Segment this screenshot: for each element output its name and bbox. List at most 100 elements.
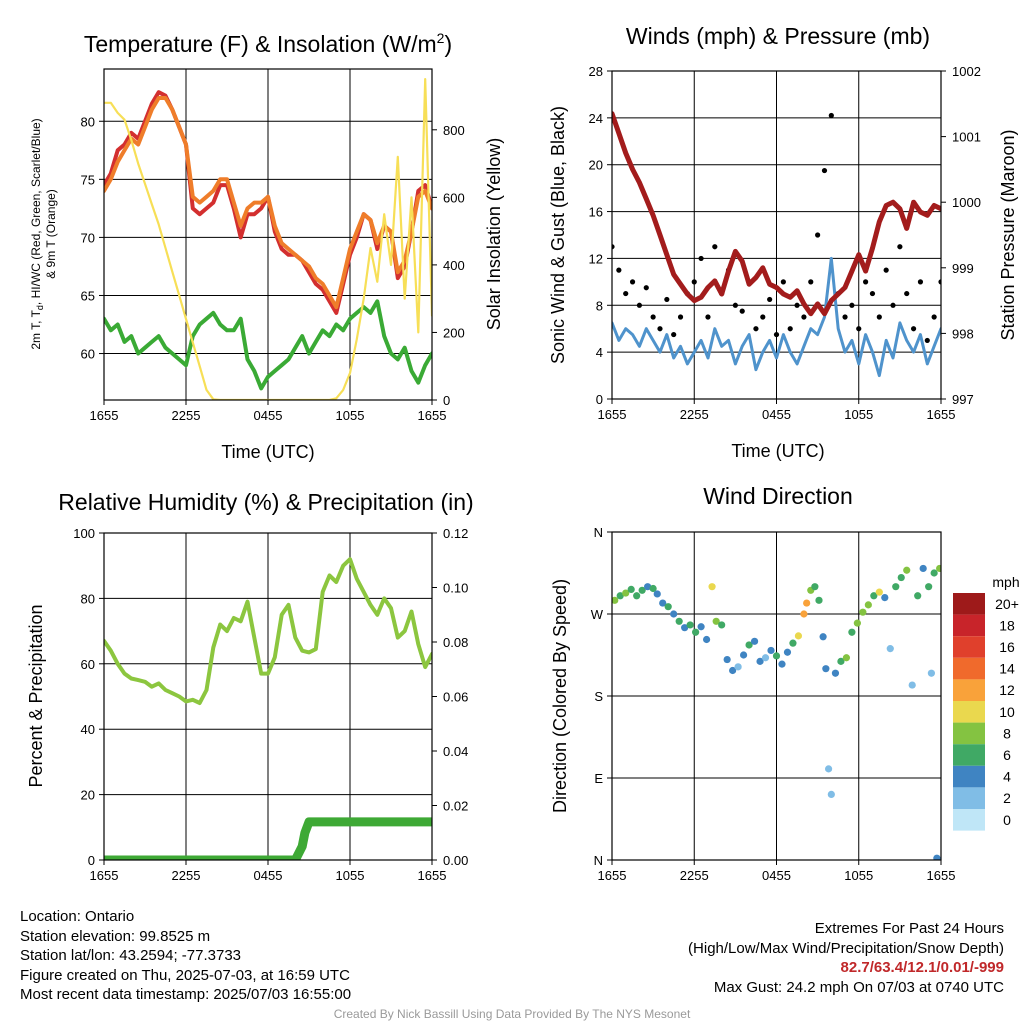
direction-point — [864, 601, 872, 609]
colorbar: mph 20+ 18 16 14 12 10 8 6 4 2 0 — [953, 574, 1020, 831]
gust-point — [808, 279, 814, 285]
credit-text: Created By Nick Bassill Using Data Provi… — [333, 1007, 691, 1021]
direction-point — [745, 641, 753, 649]
direction-point — [686, 621, 694, 629]
direction-point — [638, 586, 646, 594]
y-tick-label: W — [591, 607, 604, 622]
direction-point — [919, 564, 927, 573]
y-axis-label: Direction (Colored By Speed) — [550, 579, 570, 813]
direction-point — [729, 666, 737, 675]
direction-point — [789, 639, 797, 647]
y-right-tick-label: 0.02 — [443, 799, 468, 814]
colorbar-label: 20+ — [995, 596, 1019, 612]
chart-panel-2: 1655 2255 0455 1055 165504812162024289979989… — [548, 23, 1018, 461]
x-tick-label: 2255 — [680, 407, 709, 422]
extremes-info: Extremes For Past 24 Hours (High/Low/Max… — [688, 919, 1004, 997]
direction-point — [702, 635, 711, 644]
colorbar-swatch — [953, 701, 985, 723]
gust-point — [773, 331, 780, 338]
y-right-tick-label: 1001 — [952, 130, 981, 145]
x-tick-label: 1055 — [336, 408, 365, 423]
chart-panel-3: 1655 2255 0455 1055 16550204060801000.000.02… — [26, 489, 474, 883]
y-right-axis-label: Solar Insolation (Yellow) — [484, 138, 504, 330]
direction-point — [859, 608, 867, 616]
y-tick-label: E — [594, 771, 603, 786]
gust-point — [794, 302, 800, 308]
x-tick-label: 1055 — [844, 407, 873, 422]
y-tick-label: 8 — [596, 298, 603, 313]
y-tick-label: 0 — [88, 853, 95, 868]
direction-point — [723, 655, 731, 664]
direction-point — [881, 594, 889, 602]
y-tick-label: 80 — [81, 114, 95, 129]
direction-point — [649, 584, 657, 593]
x-tick-label: 1655 — [418, 408, 447, 423]
direction-point — [914, 592, 922, 600]
y-right-tick-label: 998 — [952, 326, 974, 341]
extremes-legend: (High/Low/Max Wind/Precipitation/Snow De… — [688, 939, 1004, 957]
plot-area — [612, 111, 941, 378]
gust-point — [650, 314, 656, 320]
gust-point — [753, 326, 759, 332]
location-text: Location: Ontario — [20, 908, 135, 925]
extremes-title: Extremes For Past 24 Hours — [814, 920, 1004, 937]
colorbar-swatch — [953, 765, 985, 788]
direction-point — [870, 592, 878, 600]
direction-point — [712, 617, 720, 625]
direction-point — [622, 589, 630, 597]
chart-panel-1: 1655 2255 0455 1055 165560657075800200400600… — [29, 30, 504, 462]
y-axis-label: Sonic Wind & Gust (Blue, Black) — [548, 106, 568, 364]
gust-point — [671, 331, 677, 338]
gust-point — [636, 302, 643, 308]
direction-point — [675, 617, 683, 625]
colorbar-label: 14 — [999, 661, 1015, 677]
x-tick-label: 1655 — [598, 868, 627, 883]
recent-data-text: Most recent data timestamp: 2025/07/03 1… — [20, 986, 352, 1003]
gust-point — [705, 314, 711, 320]
direction-point — [670, 610, 678, 618]
x-axis-label: Time (UTC) — [731, 441, 824, 461]
y-right-tick-label: 200 — [443, 325, 465, 340]
colorbar-swatch — [953, 809, 985, 831]
gust-point — [698, 255, 704, 262]
y-right-tick-label: 0.06 — [443, 690, 468, 705]
direction-point — [903, 566, 911, 574]
colorbar-label: 16 — [999, 639, 1015, 655]
gust-point — [876, 314, 882, 320]
colorbar-swatch — [953, 679, 985, 701]
y-right-tick-label: 0.12 — [443, 526, 468, 541]
x-tick-label: 0455 — [762, 407, 791, 422]
colorbar-label: 4 — [1003, 769, 1011, 785]
y-tick-label: 60 — [81, 347, 95, 362]
colorbar-label: 18 — [999, 617, 1015, 633]
gust-point — [664, 296, 670, 303]
x-tick-label: 1655 — [927, 407, 956, 422]
x-axis-label: Time (UTC) — [221, 442, 314, 462]
direction-point — [831, 669, 840, 677]
colorbar-swatch — [953, 593, 985, 615]
gust-point — [863, 279, 869, 285]
extremes-values: 82.7/63.4/12.1/0.01/-999 — [840, 959, 1004, 976]
y-right-axis-label: Station Pressure (Maroon) — [998, 129, 1018, 340]
y-tick-label: S — [594, 689, 603, 704]
colorbar-swatch — [953, 636, 985, 658]
gust-point — [677, 314, 684, 320]
direction-point — [819, 633, 827, 641]
direction-point — [750, 637, 759, 645]
gust-point — [767, 296, 773, 303]
plot-area — [104, 77, 432, 400]
direction-point — [767, 646, 775, 655]
direction-point — [734, 663, 742, 671]
gust-point — [856, 326, 862, 332]
y-right-tick-label: 0.10 — [443, 581, 468, 596]
colorbar-label: 10 — [999, 704, 1015, 720]
station-info: Location: Ontario Station elevation: 99.… — [20, 907, 351, 1005]
y-tick-label: 60 — [81, 657, 95, 672]
direction-point — [692, 628, 700, 636]
chart-title: Relative Humidity (%) & Precipitation (i… — [58, 489, 473, 515]
max-gust-text: Max Gust: 24.2 mph On 07/03 at 0740 UTC — [713, 978, 1004, 996]
elevation-text: Station elevation: 99.8525 m — [20, 927, 211, 945]
gust-point — [924, 337, 930, 344]
